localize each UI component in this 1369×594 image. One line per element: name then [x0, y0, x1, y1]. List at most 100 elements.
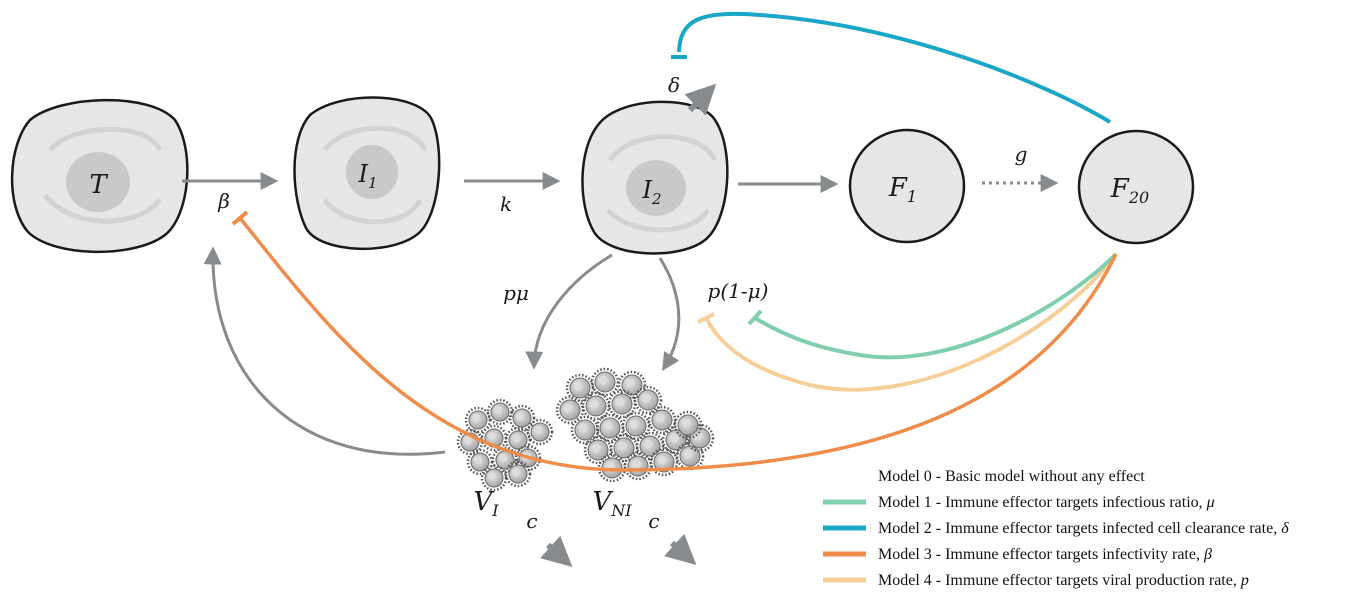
- virion-core: [643, 439, 653, 449]
- cell-F20-label-sub: 20: [1128, 188, 1149, 207]
- virion-core: [625, 378, 635, 388]
- virion-core: [515, 411, 525, 421]
- cell-F1-label: F1: [888, 173, 917, 206]
- virion-core: [669, 433, 679, 443]
- virion-spikes: [570, 415, 600, 445]
- virion-spikes: [633, 385, 663, 415]
- rate-g-label: g: [1015, 142, 1028, 166]
- virion-core: [473, 455, 483, 465]
- cell-I1: I1: [293, 96, 441, 250]
- arrow-I2-to-VI: [525, 253, 613, 370]
- model3-inhibition-curve: [238, 216, 1118, 472]
- legend-item-model0: Model 0 - Basic model without any effect: [878, 468, 1145, 485]
- virion-spikes: [607, 389, 637, 419]
- virion-core: [657, 455, 667, 465]
- virion-core: [493, 405, 503, 415]
- rate-c-noninfectious-label: c: [648, 509, 659, 533]
- legend-model1-label: Model 1 - Immune effector targets infect…: [878, 494, 1215, 511]
- virion-spikes: [526, 418, 554, 446]
- cell-F1-label-main: F: [888, 173, 908, 203]
- cell-I2: I2: [581, 100, 729, 255]
- legend-model1-text: Model 1 - Immune effector targets infect…: [878, 494, 1207, 511]
- legend-model1-symbol: μ: [1206, 494, 1215, 511]
- model4-inhibition-bar: [697, 312, 715, 324]
- virion-core: [511, 433, 521, 443]
- cell-T-label: T: [89, 170, 108, 200]
- virion-spikes: [661, 425, 691, 455]
- virion-VNI-label: VNI: [592, 487, 632, 520]
- virus-cluster-infectious: [456, 398, 554, 492]
- arrow-VNI-clearance: [664, 533, 697, 566]
- legend-model4-text: Model 4 - Immune effector targets viral …: [878, 572, 1241, 589]
- legend-item-model4: Model 4 - Immune effector targets viral …: [823, 572, 1249, 589]
- virion-spikes: [623, 451, 653, 481]
- virion-spikes: [621, 411, 651, 441]
- rate-p-mu-label: pμ: [503, 281, 529, 305]
- arrow-I2-to-VNI: [658, 257, 681, 372]
- cell-I1-label: I1: [357, 160, 377, 192]
- virion-core: [471, 413, 481, 423]
- cell-I2-label-sub: 2: [651, 190, 662, 208]
- virion-VI-label: VI: [473, 487, 499, 520]
- cell-I1-label-main: I: [357, 160, 368, 188]
- rate-beta-label: β: [217, 189, 230, 213]
- model1-inhibition-bar: [747, 309, 763, 326]
- cell-F20: F20: [1077, 129, 1195, 245]
- virion-VNI-label-sub: NI: [610, 501, 632, 520]
- virion-VNI-label-main: V: [592, 487, 613, 517]
- virion-core: [681, 418, 691, 428]
- virion-core: [498, 453, 508, 463]
- virion-core: [655, 413, 665, 423]
- virion-core: [589, 399, 599, 409]
- virion-spikes: [590, 367, 620, 397]
- model1-inhibition-curve: [753, 252, 1118, 360]
- virion-spikes: [480, 464, 508, 492]
- virion-spikes: [486, 398, 514, 426]
- legend-item-model2: Model 2 - Immune effector targets infect…: [823, 520, 1289, 537]
- virion-core: [511, 467, 521, 477]
- rate-p-one-minus-mu-label: p(1-μ): [708, 279, 769, 303]
- virion-spikes: [504, 460, 532, 488]
- virion-spikes: [673, 410, 703, 440]
- model2-inhibition-curve: [677, 11, 1112, 124]
- legend-model2-label: Model 2 - Immune effector targets infect…: [878, 520, 1289, 537]
- virion-core: [683, 449, 693, 459]
- cell-F1-label-sub: 1: [907, 187, 917, 206]
- virion-spikes: [647, 405, 677, 435]
- virion-core: [615, 397, 625, 407]
- virion-spikes: [555, 395, 585, 425]
- legend-model4-label: Model 4 - Immune effector targets viral …: [878, 572, 1249, 589]
- legend-model0-label: Model 0 - Basic model without any effect: [878, 468, 1145, 485]
- legend-item-model1: Model 1 - Immune effector targets infect…: [823, 494, 1215, 511]
- virion-core: [641, 393, 651, 403]
- rate-delta-label: δ: [668, 73, 680, 97]
- virion-core: [598, 375, 608, 385]
- virion-spikes: [649, 447, 679, 477]
- virion-core: [487, 431, 497, 441]
- virion-core: [487, 471, 497, 481]
- virion-core: [578, 423, 588, 433]
- arrow-VI-clearance: [540, 535, 573, 568]
- virion-core: [617, 441, 627, 451]
- virus-cluster-noninfectious: [555, 367, 715, 483]
- rate-k-label: k: [500, 192, 512, 216]
- virion-spikes: [675, 441, 705, 471]
- legend-model3-symbol: β: [1203, 546, 1212, 563]
- virion-VI-label-main: V: [473, 487, 494, 517]
- cell-I2-label: I2: [641, 176, 661, 208]
- rate-c-infectious-label: c: [526, 509, 537, 533]
- cell-F20-label: F20: [1110, 174, 1149, 207]
- virion-core: [573, 381, 583, 391]
- legend-model2-symbol: δ: [1281, 520, 1289, 537]
- virion-core: [533, 425, 543, 435]
- cell-I2-label-main: I: [641, 176, 652, 204]
- cell-F20-label-main: F: [1110, 174, 1130, 204]
- virion-core: [693, 431, 703, 441]
- arrow-VI-to-T: [203, 246, 446, 456]
- virion-core: [603, 421, 613, 431]
- cell-T: T: [10, 98, 189, 254]
- legend-model3-label: Model 3 - Immune effector targets infect…: [878, 546, 1212, 563]
- virion-core: [591, 443, 601, 453]
- arrow-I2-death: [684, 83, 717, 116]
